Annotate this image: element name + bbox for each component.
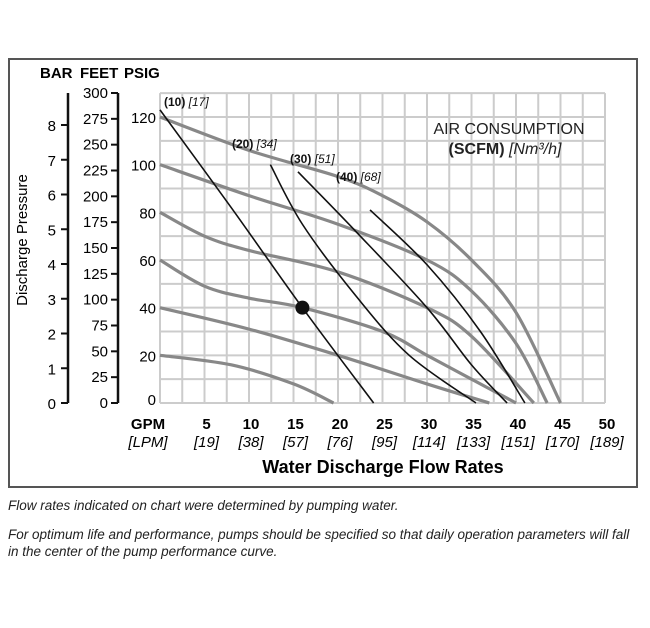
- air-curve-label: (30) [51]: [290, 152, 335, 166]
- x-tick-lpm: [114]: [412, 434, 446, 451]
- psig-tick: 60: [139, 253, 156, 270]
- x-tick-gpm: 20: [332, 416, 349, 433]
- feet-tick: 200: [83, 188, 108, 205]
- x-tick-lpm: [38]: [237, 434, 264, 451]
- air-consumption-curve: [269, 164, 477, 404]
- pump-performance-chart: (10) [17] (20) [34] (30) [51](40) [68] AIR …: [14, 65, 625, 477]
- bar-tick: 8: [48, 118, 56, 135]
- bar-tick: 5: [48, 222, 56, 239]
- feet-tick: 125: [83, 266, 108, 283]
- pressure-curve: [159, 353, 335, 405]
- psig-tick: 80: [139, 205, 156, 222]
- note-2: For optimum life and performance, pumps …: [8, 527, 630, 559]
- feet-tick: 250: [83, 137, 108, 154]
- y-axis-label: Discharge Pressure: [14, 174, 31, 306]
- operating-point-marker: [295, 300, 310, 315]
- pressure-curve: [159, 258, 517, 405]
- x-tick-lpm: [133]: [456, 434, 491, 451]
- x-tick-lpm: [76]: [326, 434, 353, 451]
- feet-tick: 25: [91, 369, 108, 386]
- x-tick-lpm: [151]: [500, 434, 535, 451]
- feet-tick: 275: [83, 111, 108, 128]
- feet-tick: 300: [83, 85, 108, 102]
- x-tick-lpm: [LPM]: [127, 434, 168, 451]
- x-tick-gpm: GPM: [131, 416, 165, 433]
- bar-header: BAR: [40, 65, 73, 82]
- bar-tick: 1: [48, 361, 56, 378]
- x-tick-gpm: 15: [287, 416, 304, 433]
- legend-title: AIR CONSUMPTION: [433, 121, 584, 138]
- psig-header: PSIG: [124, 65, 160, 82]
- bar-tick: 6: [48, 188, 56, 205]
- x-tick-gpm: 5: [202, 416, 210, 433]
- chart-frame: [8, 58, 638, 488]
- bar-tick: 0: [48, 396, 56, 413]
- bar-tick: 7: [48, 153, 56, 170]
- air-curve-label: (20) [34]: [232, 137, 277, 151]
- feet-tick: 0: [100, 395, 108, 412]
- x-tick-lpm: [189]: [589, 434, 624, 451]
- x-tick-gpm: 50: [599, 416, 616, 433]
- feet-tick: 225: [83, 163, 108, 180]
- air-curve-label: (10) [17]: [164, 95, 209, 109]
- bar-tick: 3: [48, 292, 56, 309]
- x-tick-lpm: [57]: [282, 434, 309, 451]
- legend-units: (SCFM) [Nm³/h]: [449, 141, 562, 158]
- feet-header: FEET: [80, 65, 118, 82]
- feet-tick: 75: [91, 318, 108, 335]
- psig-tick: 0: [148, 392, 156, 409]
- x-tick-gpm: 40: [510, 416, 527, 433]
- x-tick-gpm: 30: [421, 416, 438, 433]
- psig-tick: 100: [131, 158, 156, 175]
- air-consumption-curve: [297, 171, 508, 404]
- air-consumption-curve: [369, 209, 526, 404]
- x-tick-lpm: [19]: [193, 434, 220, 451]
- psig-tick: 40: [139, 301, 156, 318]
- x-axis-label: Water Discharge Flow Rates: [262, 457, 503, 477]
- pressure-curve: [159, 115, 562, 404]
- feet-tick: 175: [83, 214, 108, 231]
- air-consumption-curve: [159, 109, 375, 404]
- x-tick-gpm: 25: [376, 416, 393, 433]
- x-tick-gpm: 10: [243, 416, 260, 433]
- x-tick-gpm: 35: [465, 416, 482, 433]
- bar-tick: 4: [48, 257, 56, 274]
- x-tick-lpm: [95]: [371, 434, 398, 451]
- x-tick-lpm: [170]: [545, 434, 580, 451]
- air-curve-label: (40) [68]: [336, 170, 381, 184]
- feet-tick: 100: [83, 292, 108, 309]
- psig-tick: 20: [139, 348, 156, 365]
- psig-tick: 120: [131, 110, 156, 127]
- pressure-curve: [159, 210, 535, 405]
- feet-tick: 50: [91, 343, 108, 360]
- bar-tick: 2: [48, 327, 56, 344]
- feet-tick: 150: [83, 240, 108, 257]
- note-1: Flow rates indicated on chart were deter…: [8, 498, 399, 513]
- x-tick-gpm: 45: [554, 416, 571, 433]
